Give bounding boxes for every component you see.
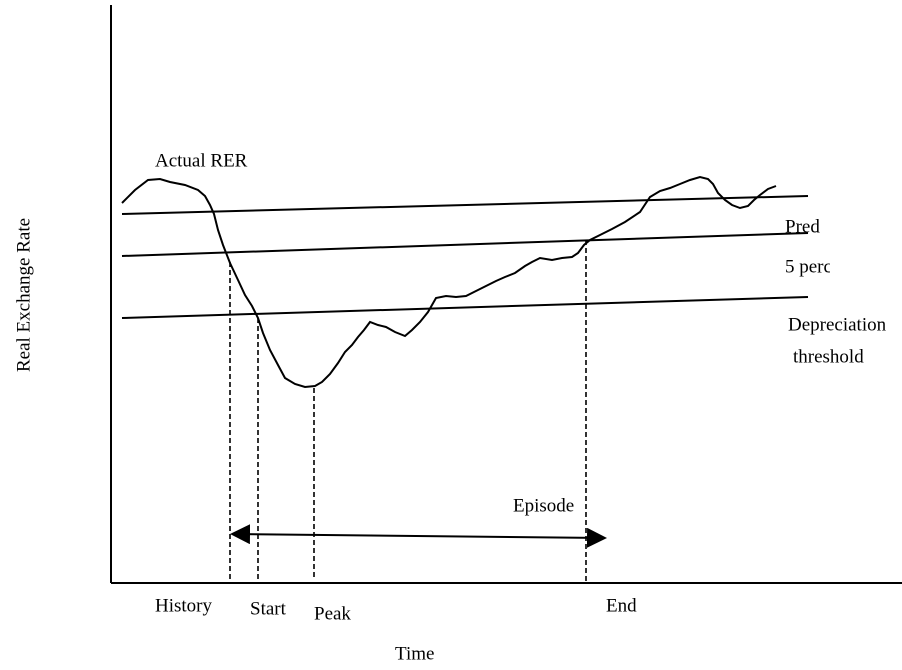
y-axis-title: Real Exchange Rate xyxy=(13,218,34,372)
episode-arrow xyxy=(230,524,607,548)
five-percent-label: 5 perc xyxy=(785,256,832,277)
history-label: History xyxy=(155,595,213,616)
pred-label: Pred xyxy=(785,216,820,237)
actual-rer-curve xyxy=(121,175,777,389)
start-label: Start xyxy=(250,598,287,619)
trend-line xyxy=(121,195,809,215)
threshold-line xyxy=(121,296,809,319)
end-label: End xyxy=(606,595,637,616)
actual-label: Actual RER xyxy=(155,150,248,171)
depreciation-label: Depreciation xyxy=(788,314,887,335)
x-axis-title: Time xyxy=(395,643,434,664)
five-percent-line xyxy=(121,232,809,257)
episode-label: Episode xyxy=(513,495,574,516)
peak-label: Peak xyxy=(314,603,351,624)
threshold-label: threshold xyxy=(793,346,864,367)
